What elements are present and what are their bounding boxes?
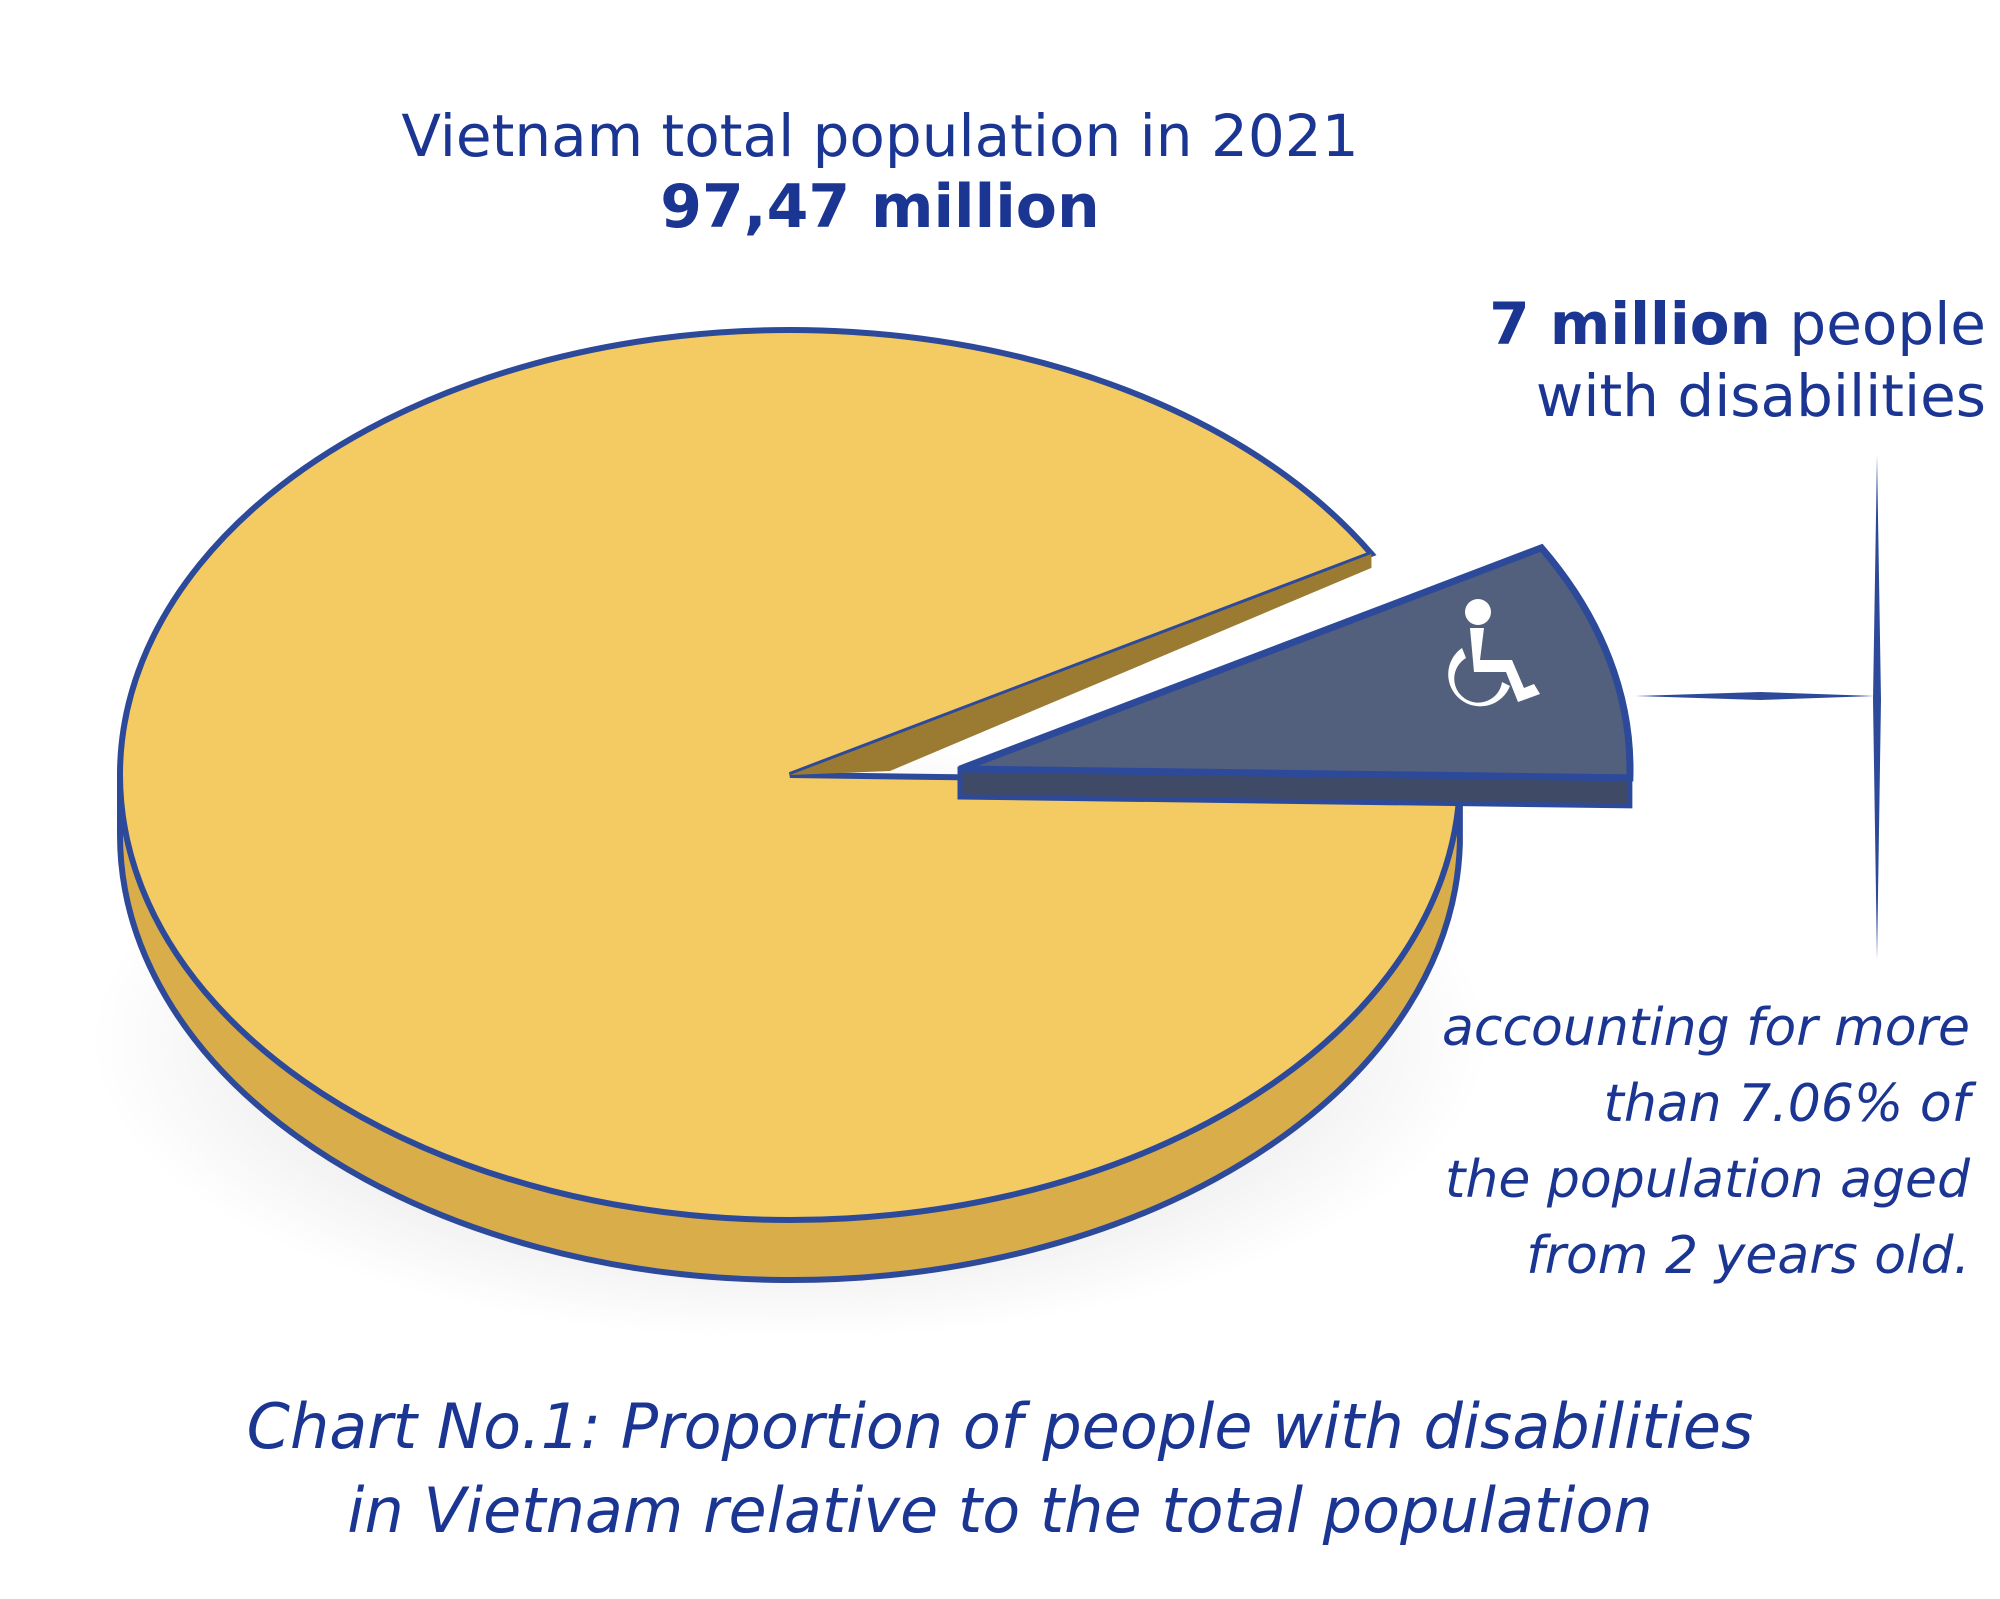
callout-bold: 7 million [1489,290,1771,358]
note-line: from 2 years old. [1526,1226,1970,1286]
callout-vertical-marker [1873,455,1881,960]
slice-callout: 7 million people with disabilities [1489,288,1986,432]
note-line: than 7.06% of [1603,1074,1970,1134]
callout-line-1: 7 million people [1489,288,1986,360]
note-line: the population aged [1445,1150,1970,1210]
pie-slice-disability [958,543,1634,782]
callout-rest: people [1770,290,1986,358]
callout-line-2: with disabilities [1535,362,1986,430]
pie-main-inner-wall [790,553,1372,775]
wheelchair-icon [1448,599,1540,707]
total-population-value: 97,47 million [660,172,1100,242]
chart-caption: Chart No.1: Proportion of people with di… [0,1385,2000,1553]
pie-slice-main [117,327,1463,1223]
caption-line: Chart No.1: Proportion of people with di… [246,1390,1754,1463]
note-line: accounting for more [1442,998,1970,1058]
note-text: accounting for more than 7.06% of the po… [1410,990,1970,1294]
caption-line: in Vietnam relative to the total populat… [347,1474,1653,1547]
callout-horizontal-marker [1635,692,1875,700]
chart-title: Vietnam total population in 2021 [401,102,1359,170]
